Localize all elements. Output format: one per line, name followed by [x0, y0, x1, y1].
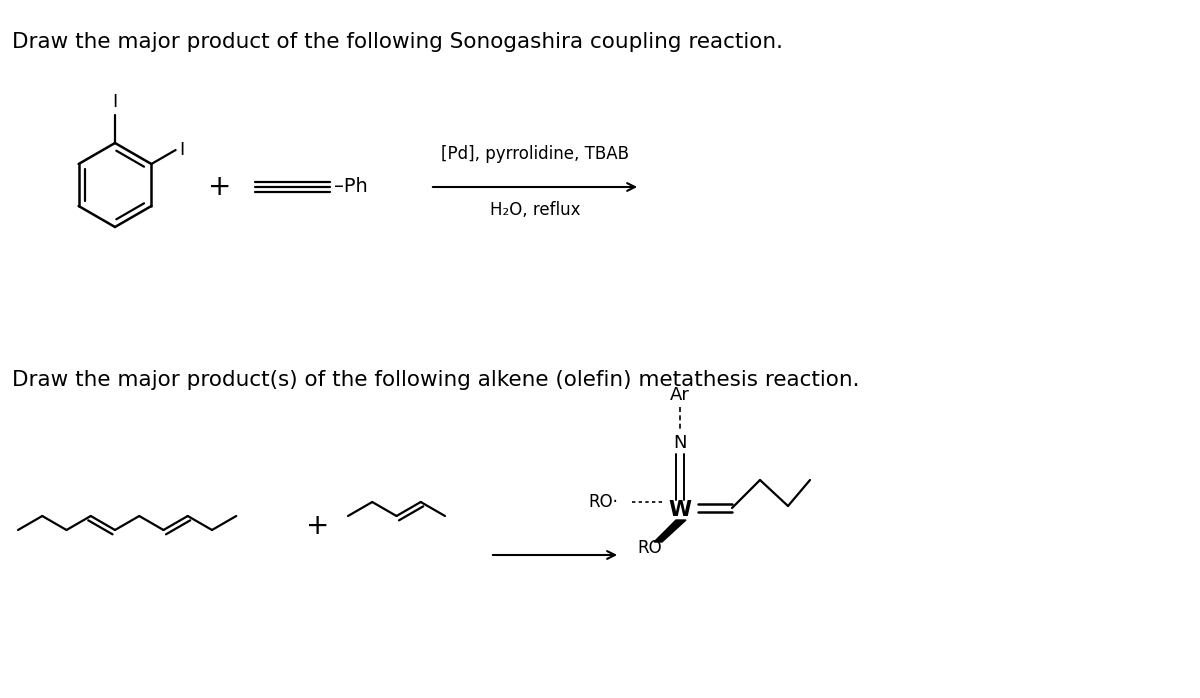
- Text: [Pd], pyrrolidine, TBAB: [Pd], pyrrolidine, TBAB: [442, 145, 629, 163]
- Text: H₂O, reflux: H₂O, reflux: [490, 201, 581, 219]
- Polygon shape: [654, 520, 686, 542]
- Text: Draw the major product of the following Sonogashira coupling reaction.: Draw the major product of the following …: [12, 32, 784, 52]
- Text: N: N: [673, 434, 686, 452]
- Text: +: +: [306, 512, 330, 540]
- Text: +: +: [209, 173, 232, 201]
- Text: W: W: [668, 500, 691, 520]
- Text: I: I: [113, 93, 118, 111]
- Text: –Ph: –Ph: [334, 177, 367, 197]
- Text: RO: RO: [637, 539, 662, 557]
- Text: I: I: [180, 141, 185, 159]
- Text: RO·: RO·: [588, 493, 618, 511]
- Text: Draw the major product(s) of the following alkene (olefin) metathesis reaction.: Draw the major product(s) of the followi…: [12, 370, 859, 390]
- Text: Ar: Ar: [670, 386, 690, 404]
